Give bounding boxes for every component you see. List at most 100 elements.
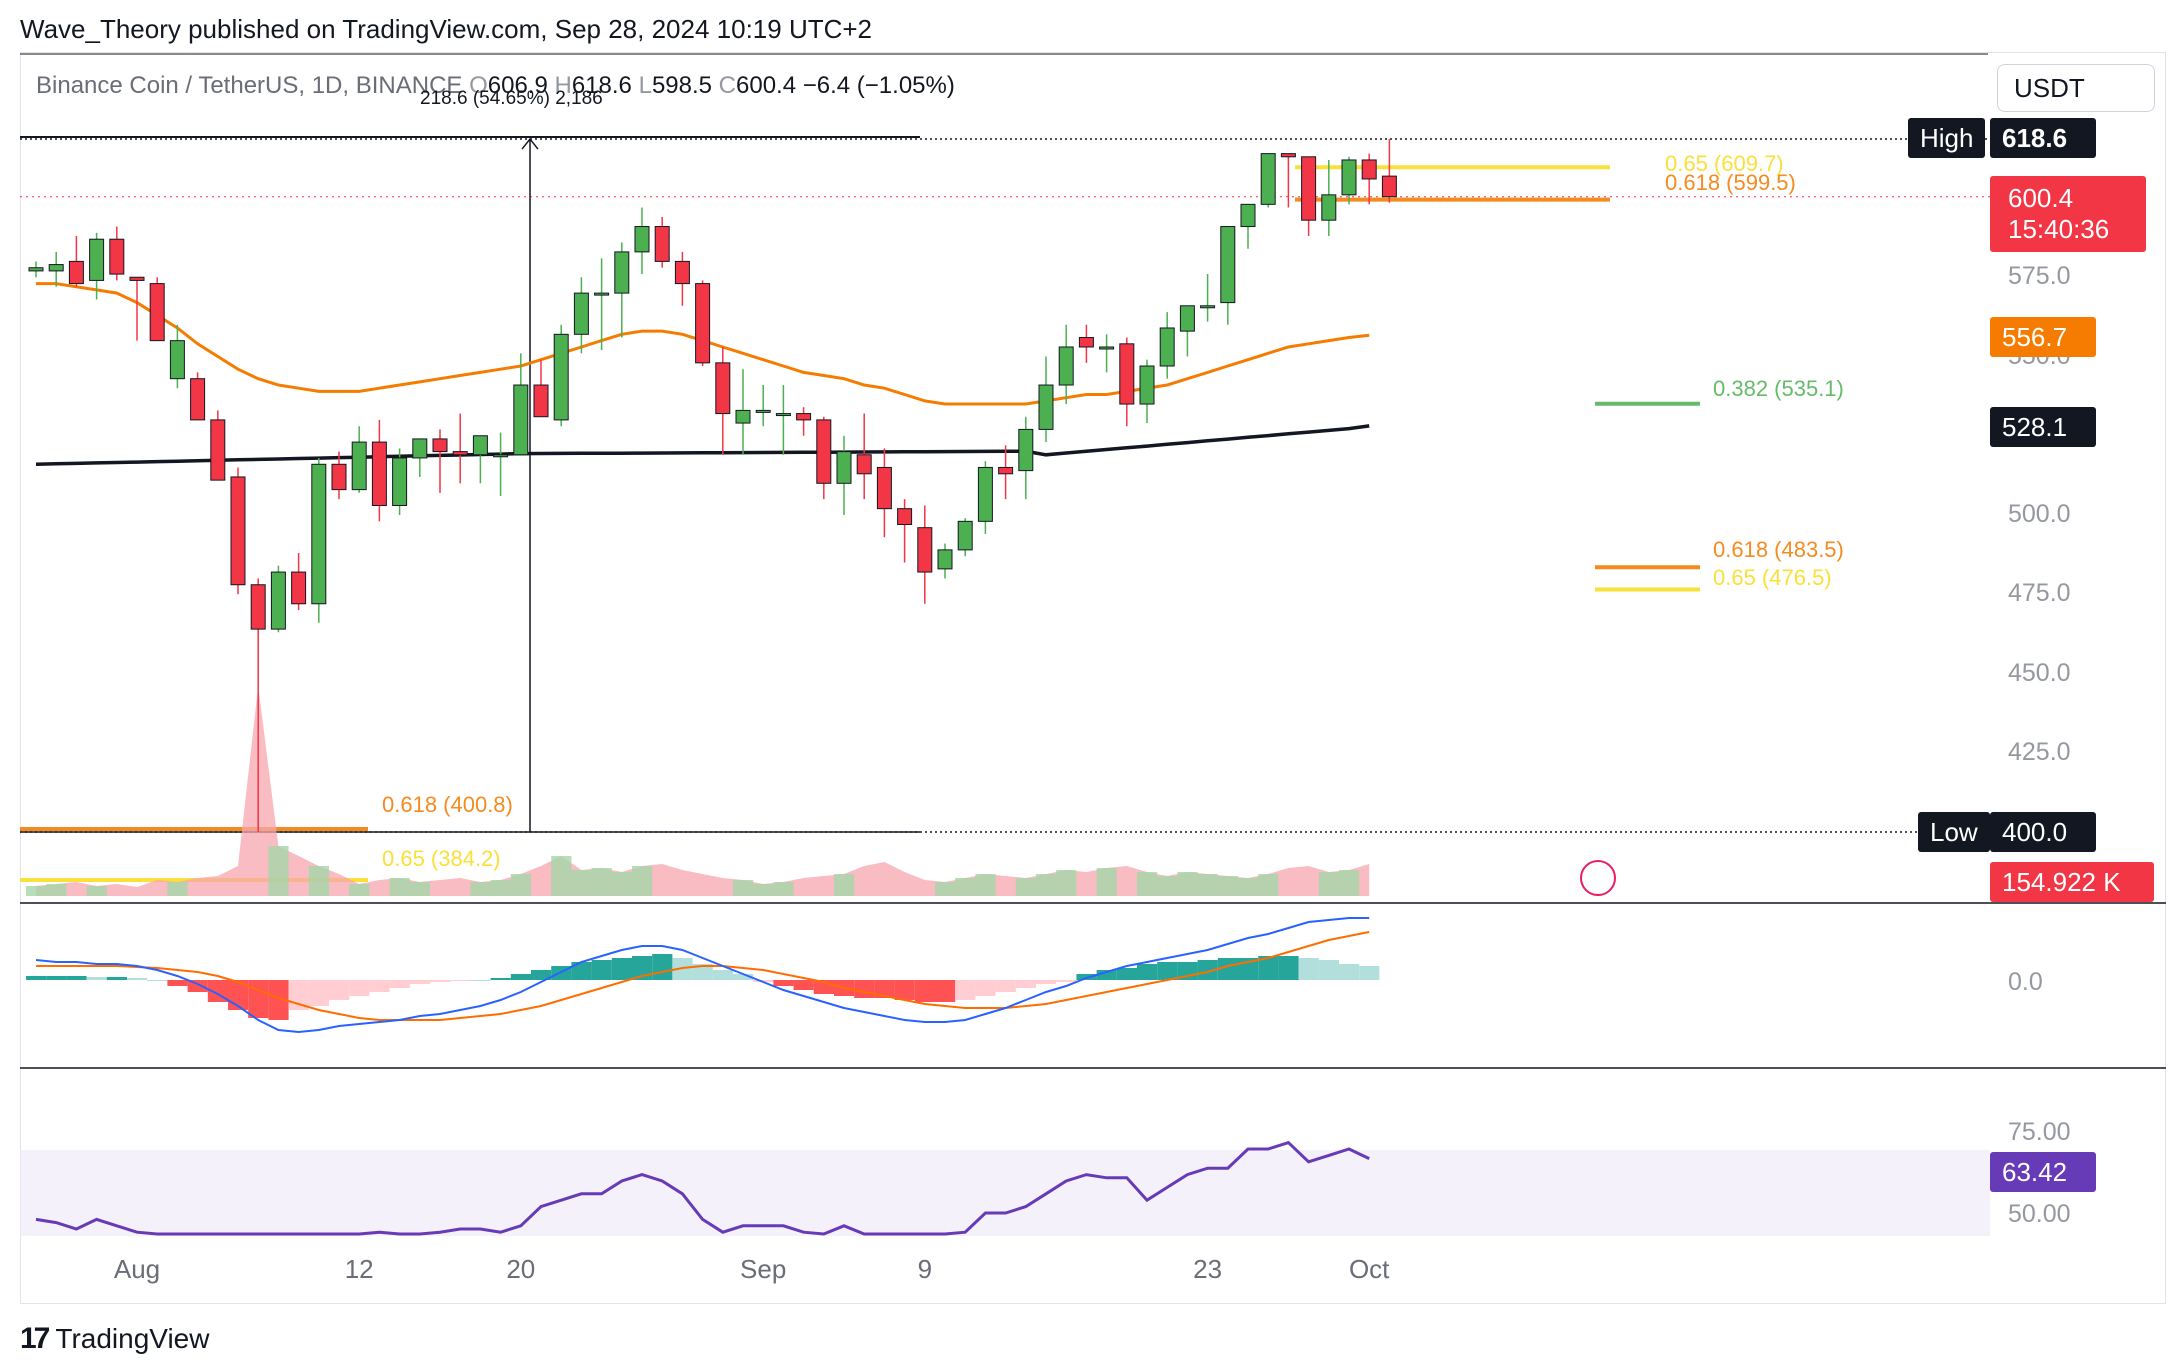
candle-body bbox=[1159, 327, 1175, 367]
date-axis-label: Oct bbox=[1348, 1254, 1390, 1284]
volume-up-bar bbox=[773, 882, 794, 896]
macd-histogram-bar bbox=[268, 980, 289, 1020]
volume-up-bar bbox=[1258, 874, 1279, 896]
candle-body bbox=[1321, 194, 1337, 221]
open-label: O bbox=[469, 72, 488, 99]
candle-body bbox=[190, 378, 206, 421]
fib-label-2: 0.382 (535.1) bbox=[1713, 375, 1844, 401]
volume-up-bar bbox=[955, 878, 976, 896]
last-price-value: 600.4 bbox=[2008, 183, 2074, 213]
volume-up-bar bbox=[632, 866, 653, 896]
candle-body bbox=[1078, 336, 1094, 348]
volume-up-bar bbox=[591, 868, 612, 896]
fib-label-5: 0.618 (400.8) bbox=[382, 792, 513, 817]
candle-body bbox=[695, 283, 711, 364]
candle-body bbox=[594, 292, 610, 296]
candle-body bbox=[493, 454, 509, 458]
macd-histogram-bar bbox=[591, 960, 612, 980]
symbol-title: Binance Coin / TetherUS, 1D, BINANCE bbox=[36, 72, 463, 99]
low-tag-label: Low bbox=[1930, 816, 1978, 847]
price-axis-label: 500.0 bbox=[2008, 500, 2071, 528]
macd-histogram-bar bbox=[389, 980, 410, 988]
rsi-value-tag: 63.42 bbox=[1990, 1152, 2096, 1192]
candle-body bbox=[109, 238, 125, 275]
volume-up-bar bbox=[1036, 874, 1057, 896]
volume-up-bar bbox=[490, 880, 511, 896]
macd-histogram-bar bbox=[733, 974, 754, 980]
macd-histogram-bar bbox=[409, 980, 430, 984]
volume-up-bar bbox=[753, 884, 774, 896]
macd-histogram-bar bbox=[1359, 966, 1380, 980]
tradingview-logo[interactable]: 17 TradingView bbox=[20, 1322, 209, 1356]
macd-histogram-bar bbox=[1015, 980, 1036, 988]
macd-histogram-bar bbox=[308, 980, 329, 1006]
low-value-legend: 598.5 bbox=[651, 72, 712, 99]
volume-up-bar bbox=[1015, 878, 1036, 896]
publisher-line: Wave_Theory published on TradingView.com… bbox=[20, 14, 873, 44]
candle-body bbox=[533, 384, 549, 418]
candle-body bbox=[452, 451, 468, 456]
currency-selector[interactable]: USDT bbox=[1997, 64, 2155, 112]
macd-histogram-bar bbox=[773, 980, 794, 986]
candle-body bbox=[1341, 159, 1357, 196]
volume-value-tag: 154.922 K bbox=[1990, 862, 2154, 902]
rsi-band bbox=[20, 1150, 1990, 1236]
macd-signal-line bbox=[36, 931, 1370, 1021]
candle-body bbox=[129, 276, 145, 281]
volume-up-bar bbox=[268, 846, 289, 896]
macd-histogram-bar bbox=[874, 980, 895, 998]
candle-body bbox=[977, 466, 993, 522]
candle-body bbox=[796, 413, 812, 421]
volume-up-bar bbox=[26, 886, 47, 896]
candle-body bbox=[311, 463, 327, 605]
candle-body bbox=[28, 267, 44, 272]
macd-histogram-bar bbox=[1056, 980, 1077, 982]
macd-histogram-bar bbox=[692, 964, 713, 980]
macd-histogram-bar bbox=[1116, 968, 1137, 980]
candle-body bbox=[1200, 305, 1216, 309]
bar-countdown: 15:40:36 bbox=[2008, 214, 2110, 244]
macd-histogram-bar bbox=[1137, 964, 1158, 980]
volume-up-bar bbox=[1197, 874, 1218, 896]
change-value: −6.4 (−1.05%) bbox=[802, 72, 955, 99]
candle-body bbox=[755, 409, 771, 413]
candle-body bbox=[392, 457, 408, 506]
volume-up-bar bbox=[733, 880, 754, 896]
candle-body bbox=[654, 226, 670, 262]
candle-body bbox=[1119, 343, 1135, 405]
macd-histogram-bar bbox=[672, 958, 693, 980]
candle-body bbox=[1240, 203, 1256, 228]
volume-up-bar bbox=[834, 874, 855, 896]
candle-body bbox=[48, 264, 64, 272]
candle-body bbox=[917, 527, 933, 573]
date-axis-label: 20 bbox=[506, 1254, 536, 1284]
candle-body bbox=[1260, 153, 1276, 205]
macd-histogram-bar bbox=[1278, 956, 1299, 980]
volume-up-bar bbox=[1318, 872, 1339, 896]
candle-body bbox=[1280, 153, 1296, 158]
macd-histogram-bar bbox=[1318, 960, 1339, 980]
macd-line bbox=[35, 917, 1370, 1034]
macd-histogram-bar bbox=[127, 978, 148, 980]
measure-label: 218.6 (54.65%) 2,186 bbox=[420, 88, 603, 109]
fib-label-0: 0.65 (609.7) bbox=[1665, 151, 1784, 177]
candle-body bbox=[412, 438, 428, 459]
macd-histogram-bar bbox=[1339, 964, 1360, 980]
macd-histogram-bar bbox=[470, 980, 491, 981]
candle-body bbox=[513, 384, 529, 456]
candle-body bbox=[674, 260, 690, 285]
candle-body bbox=[331, 463, 347, 491]
macd-histogram-bar bbox=[26, 976, 47, 980]
macd-histogram-bar bbox=[1157, 962, 1178, 980]
candle-body bbox=[735, 409, 751, 424]
macd-histogram-bar bbox=[975, 980, 996, 996]
candle-body bbox=[1058, 346, 1074, 386]
fib-label-3: 0.618 (483.5) bbox=[1713, 537, 1844, 563]
candle-body bbox=[1381, 175, 1397, 198]
candle-body bbox=[1018, 428, 1034, 472]
candle-body bbox=[775, 413, 791, 417]
macd-histogram-bar bbox=[369, 980, 390, 992]
fib-label-1: 0.618 (599.5) bbox=[1665, 169, 1796, 195]
candle-body bbox=[816, 419, 832, 484]
